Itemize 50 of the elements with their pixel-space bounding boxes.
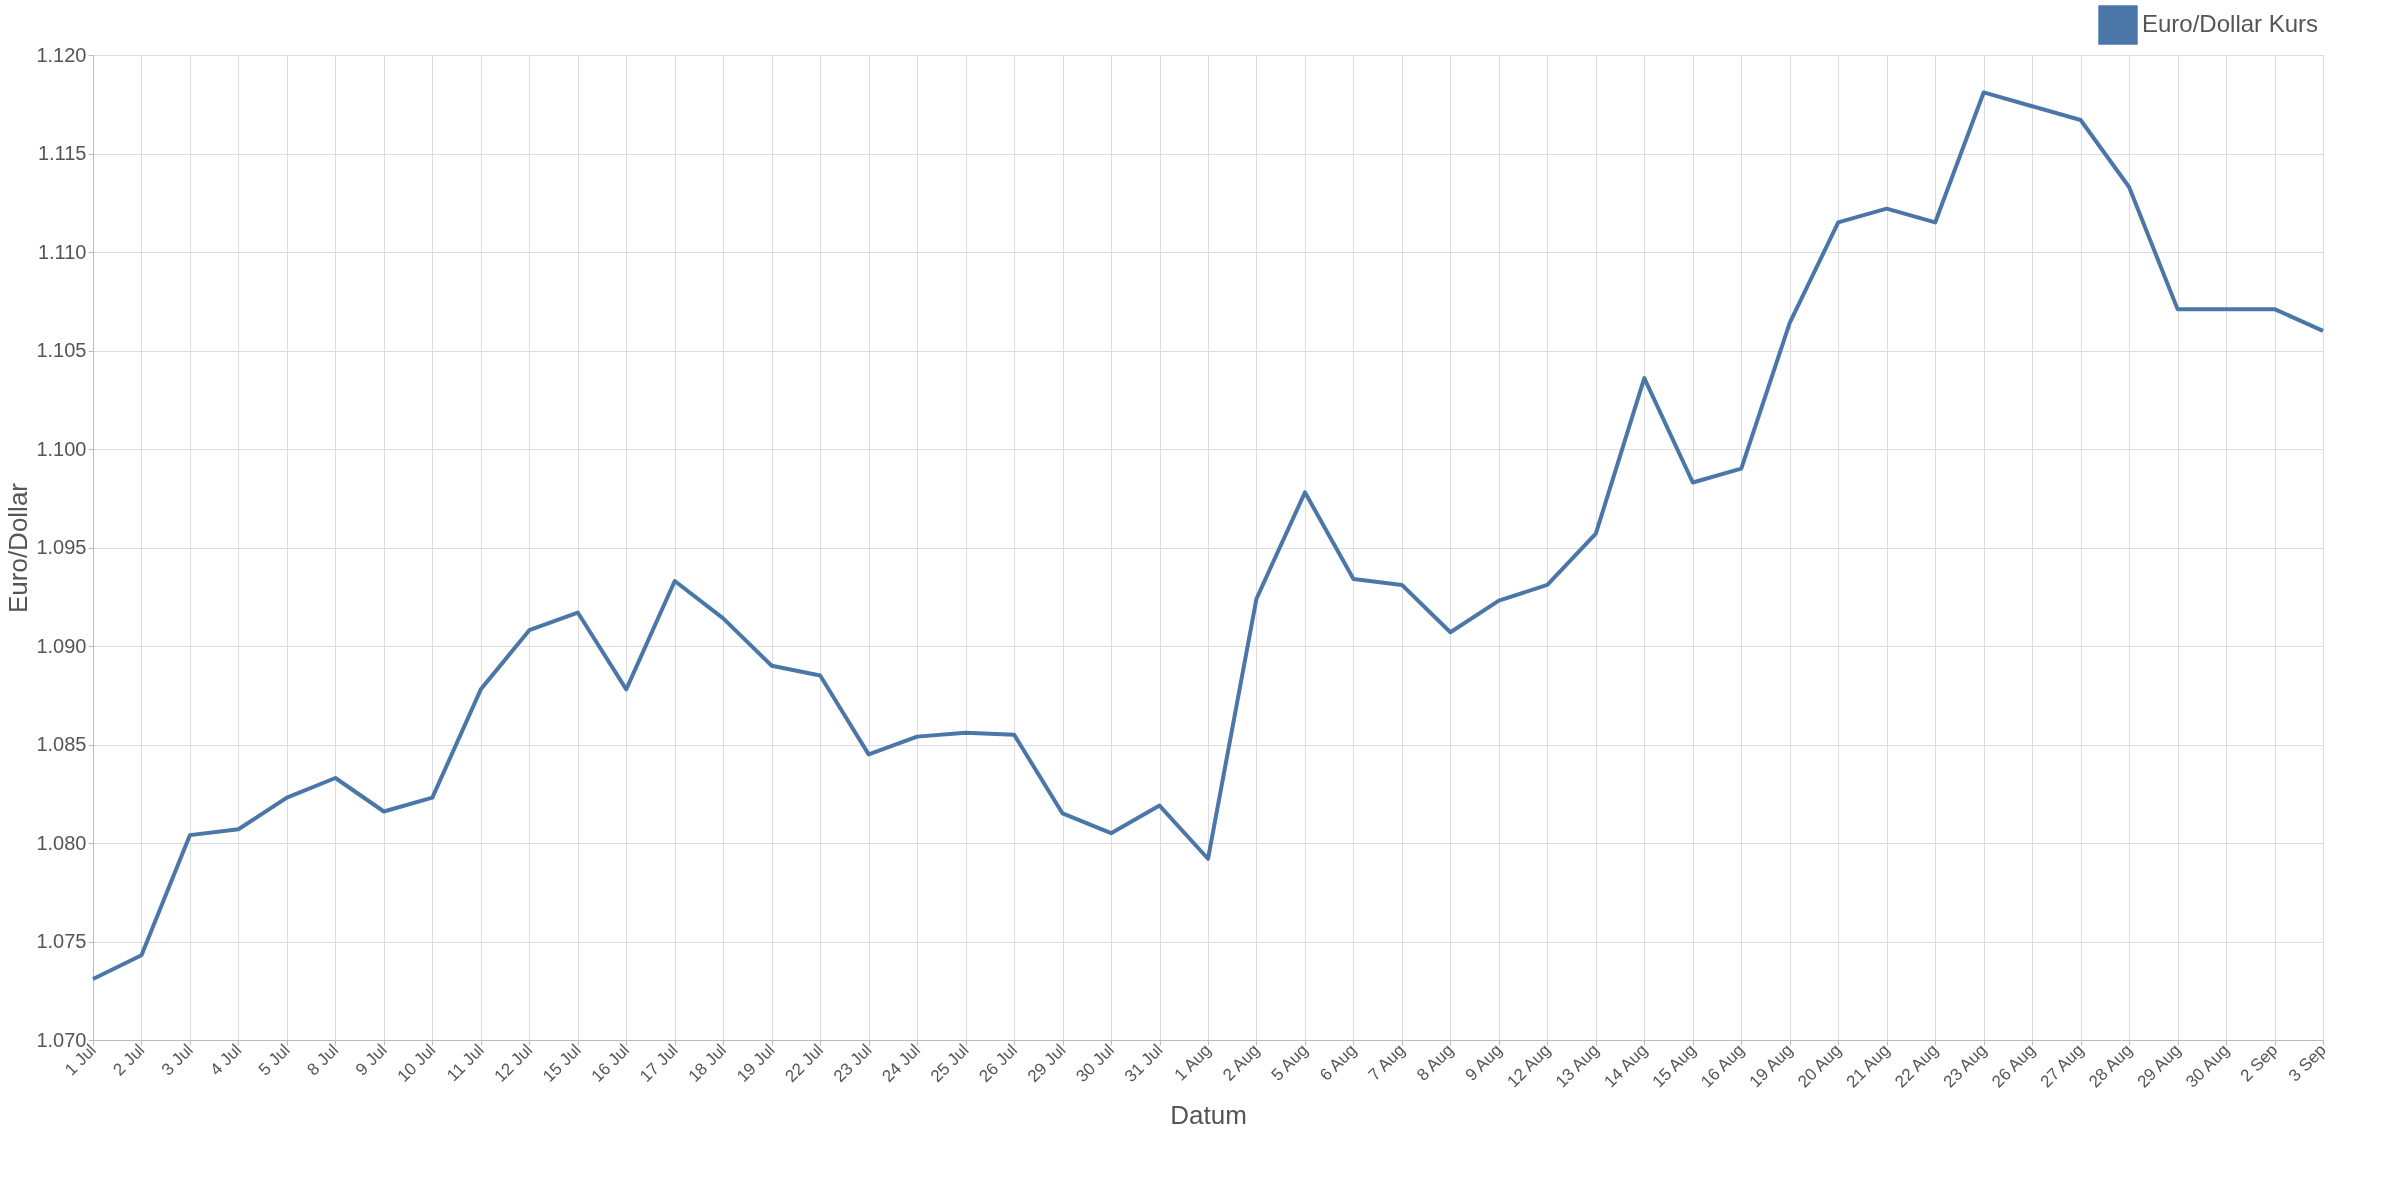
x-tick-label: 9 Jul — [351, 1040, 391, 1080]
y-tick-label: 1.080 — [36, 831, 87, 854]
x-tick-label: 16 Jul — [587, 1040, 634, 1086]
y-tick-label: 1.090 — [36, 634, 87, 657]
x-tick-label: 9 Aug — [1461, 1040, 1506, 1085]
x-tick-label: 22 Jul — [781, 1040, 828, 1086]
x-tick-label: 15 Jul — [539, 1040, 585, 1086]
x-tick-label: 2 Sep — [2236, 1040, 2282, 1086]
y-tick-label: 1.100 — [36, 437, 87, 460]
x-tick-label: 6 Aug — [1316, 1040, 1361, 1085]
x-tick-label: 25 Jul — [926, 1040, 973, 1086]
x-tick-label: 29 Aug — [2133, 1040, 2185, 1092]
x-tick-label: 26 Aug — [1988, 1040, 2039, 1092]
x-tick-label: 12 Jul — [490, 1040, 537, 1086]
y-tick-label: 1.095 — [36, 536, 87, 558]
x-tick-label: 30 Jul — [1072, 1040, 1118, 1086]
x-tick-label: 31 Jul — [1120, 1040, 1167, 1086]
x-tick-label: 18 Jul — [684, 1040, 731, 1086]
x-tick-label: 3 Sep — [2285, 1040, 2330, 1086]
line-series — [91, 90, 2325, 981]
x-tick-label: 11 Jul — [443, 1040, 488, 1086]
x-tick-label: 5 Jul — [254, 1040, 294, 1080]
x-tick-label: 23 Jul — [830, 1040, 876, 1086]
x-tick-label: 5 Aug — [1267, 1040, 1312, 1085]
y-tick-label: 1.075 — [36, 930, 87, 952]
x-tick-label: 19 Jul — [733, 1040, 779, 1086]
x-tick-label: 2 Aug — [1219, 1040, 1264, 1085]
x-tick-label: 17 Jul — [636, 1040, 682, 1086]
y-axis-title: Euro/Dollar — [3, 482, 34, 614]
x-tick-label: 1 Aug — [1170, 1040, 1215, 1085]
y-tick-label: 1.115 — [37, 142, 87, 164]
x-tick-label: 4 Jul — [206, 1040, 246, 1080]
x-tick-label: 29 Jul — [1023, 1040, 1070, 1086]
y-tick-label: 1.120 — [36, 43, 87, 66]
x-tick-label: 26 Jul — [975, 1040, 1021, 1086]
y-tick-label: 1.110 — [37, 240, 87, 263]
x-tick-label: 7 Aug — [1364, 1040, 1409, 1085]
x-tick-label: 8 Jul — [303, 1040, 343, 1080]
x-tick-label: 8 Aug — [1413, 1040, 1458, 1085]
x-tick-label: 30 Aug — [2182, 1040, 2233, 1092]
y-tick-label: 1.105 — [36, 339, 87, 361]
legend-label: Euro/Dollar Kurs — [2142, 10, 2319, 37]
x-tick-label: 10 Jul — [393, 1040, 440, 1086]
x-tick-label: 2 Jul — [109, 1040, 149, 1080]
y-tick-label: 1.085 — [36, 733, 87, 755]
x-tick-label: 3 Jul — [157, 1040, 197, 1080]
x-tick-label: 27 Aug — [2036, 1040, 2088, 1092]
x-tick-label: 24 Jul — [878, 1040, 924, 1086]
x-axis-title: Datum — [1170, 1100, 1247, 1131]
x-tick-label: 28 Aug — [2085, 1040, 2136, 1092]
